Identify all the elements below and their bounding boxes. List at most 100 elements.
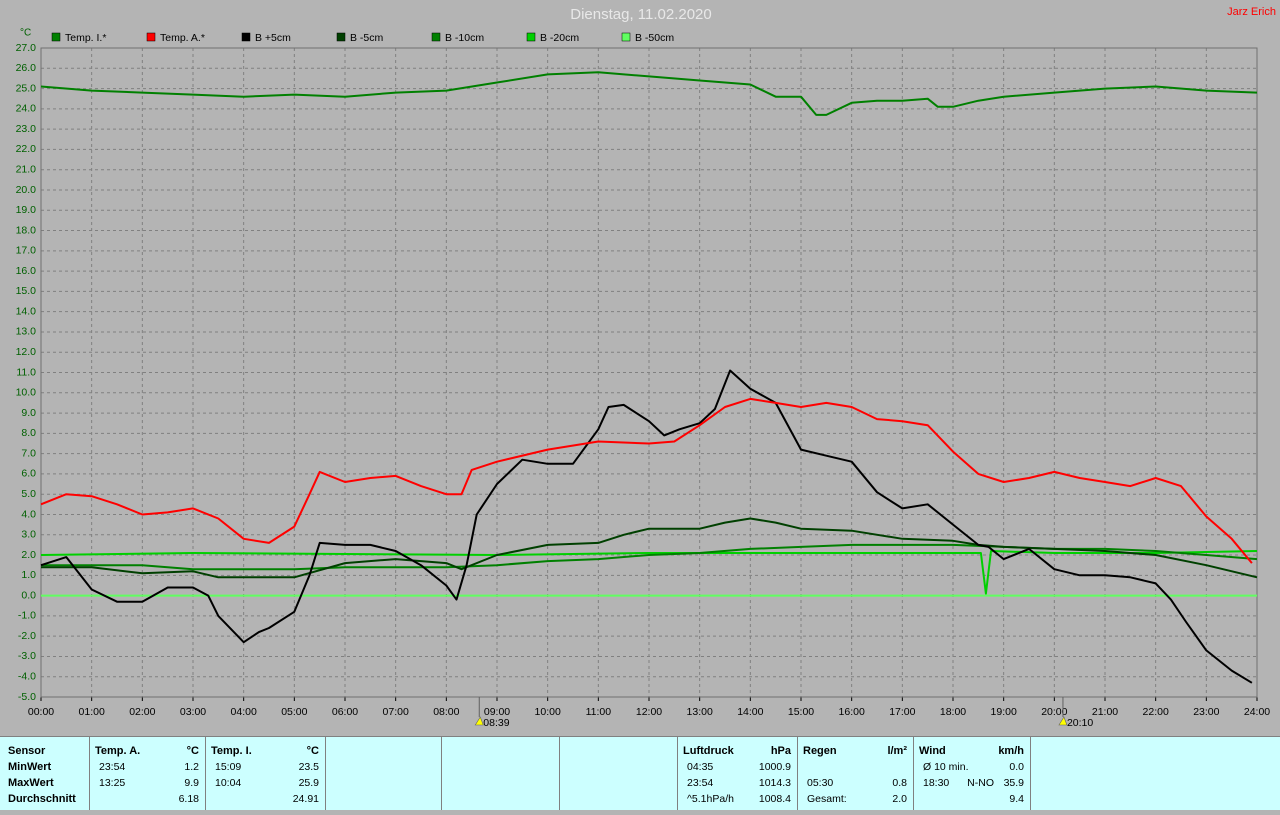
column-header: Regen xyxy=(803,745,837,757)
x-tick-label: 01:00 xyxy=(79,706,105,718)
column-header: Temp. I. xyxy=(211,745,252,757)
sunset-label: 20:10 xyxy=(1067,717,1093,729)
legend-swatch xyxy=(51,32,61,42)
y-tick-label: 22.0 xyxy=(16,143,37,155)
column-unit: °C xyxy=(187,745,199,757)
y-tick-label: 23.0 xyxy=(16,123,37,135)
y-tick-label: 14.0 xyxy=(16,305,37,317)
y-tick-label: 11.0 xyxy=(16,366,36,378)
x-tick-label: 12:00 xyxy=(636,706,662,718)
y-tick-label: 13.0 xyxy=(16,326,37,338)
y-tick-label: 4.0 xyxy=(21,508,36,520)
table-cell: 0.8 xyxy=(892,777,907,789)
table-cell: 05:30 xyxy=(807,777,833,789)
sunrise-icon xyxy=(474,716,484,726)
table-cell: 1014.3 xyxy=(759,777,791,789)
y-tick-label: 8.0 xyxy=(21,427,36,439)
y-tick-label: 19.0 xyxy=(16,204,37,216)
column-header: Temp. A. xyxy=(95,745,140,757)
stats-background xyxy=(0,737,1280,810)
x-tick-label: 08:00 xyxy=(433,706,459,718)
y-tick-label: 27.0 xyxy=(16,42,37,54)
table-cell: 04:35 xyxy=(687,761,713,773)
x-tick-label: 03:00 xyxy=(180,706,206,718)
series-line xyxy=(40,71,1258,116)
x-tick-label: 21:00 xyxy=(1092,706,1118,718)
y-tick-label: 21.0 xyxy=(16,163,37,175)
table-cell: Gesamt: xyxy=(807,793,847,805)
x-tick-label: 07:00 xyxy=(383,706,409,718)
x-tick-label: 15:00 xyxy=(788,706,814,718)
x-tick-label: 11:00 xyxy=(586,706,612,718)
x-tick-label: 17:00 xyxy=(889,706,915,718)
column-header: Wind xyxy=(919,745,946,757)
legend-swatch xyxy=(526,32,536,42)
x-tick-label: 20:00 xyxy=(1041,706,1067,718)
legend-label: Temp. I.* xyxy=(65,32,106,44)
y-tick-label: -3.0 xyxy=(18,650,36,662)
legend-swatch xyxy=(431,32,441,42)
table-cell: 18:30 xyxy=(923,777,949,789)
table-cell: 9.9 xyxy=(184,777,199,789)
y-tick-label: 16.0 xyxy=(16,265,37,277)
series-line xyxy=(40,397,1253,564)
table-cell: 1008.4 xyxy=(759,793,791,805)
x-tick-label: 19:00 xyxy=(991,706,1017,718)
series-line xyxy=(40,550,1258,595)
x-tick-label: 16:00 xyxy=(839,706,865,718)
y-tick-label: 2.0 xyxy=(21,549,36,561)
y-tick-label: 15.0 xyxy=(16,285,37,297)
column-unit: °C xyxy=(307,745,319,757)
table-cell: 0.0 xyxy=(1009,761,1024,773)
row-label: MaxWert xyxy=(8,777,54,789)
x-tick-label: 10:00 xyxy=(535,706,561,718)
table-cell: 24.91 xyxy=(293,793,319,805)
table-cell: 35.9 xyxy=(1004,777,1025,789)
column-header: Luftdruck xyxy=(683,745,735,757)
x-tick-label: 00:00 xyxy=(28,706,54,718)
y-tick-label: 9.0 xyxy=(21,407,36,419)
chart-title: Dienstag, 11.02.2020 xyxy=(570,6,712,23)
x-tick-label: 23:00 xyxy=(1193,706,1219,718)
legend-swatch xyxy=(336,32,346,42)
plot-frame xyxy=(40,47,1258,698)
y-tick-label: 0.0 xyxy=(21,589,36,601)
column-unit: l/m² xyxy=(887,745,907,757)
y-tick-label: -4.0 xyxy=(18,671,36,683)
y-tick-label: -1.0 xyxy=(18,610,36,622)
table-cell: 2.0 xyxy=(892,793,907,805)
y-tick-label: 17.0 xyxy=(16,245,37,257)
sunrise-label: 08:39 xyxy=(483,717,509,729)
legend-label: B -10cm xyxy=(445,32,484,44)
table-cell: ^5.1hPa/h xyxy=(687,793,734,805)
legend-swatch xyxy=(241,32,251,42)
y-tick-label: 26.0 xyxy=(16,62,37,74)
table-cell: 1000.9 xyxy=(759,761,791,773)
legend-label: B -5cm xyxy=(350,32,384,44)
y-tick-label: 24.0 xyxy=(16,103,37,115)
row-label: MinWert xyxy=(8,761,52,773)
y-tick-label: 1.0 xyxy=(21,569,36,581)
x-tick-label: 18:00 xyxy=(940,706,966,718)
y-tick-label: -2.0 xyxy=(18,630,36,642)
table-cell: 13:25 xyxy=(99,777,125,789)
sunset-icon xyxy=(1058,716,1068,726)
y-tick-label: -5.0 xyxy=(18,691,36,703)
x-tick-label: 14:00 xyxy=(737,706,763,718)
legend-label: Temp. A.* xyxy=(160,32,205,44)
legend-swatch xyxy=(146,32,156,42)
row-label: Sensor xyxy=(8,745,46,757)
series-line xyxy=(40,369,1253,684)
table-cell: 25.9 xyxy=(299,777,320,789)
series-line xyxy=(41,517,1258,579)
x-tick-label: 06:00 xyxy=(332,706,358,718)
y-tick-label: 10.0 xyxy=(16,387,37,399)
table-cell: 23.5 xyxy=(299,761,320,773)
table-cell: 6.18 xyxy=(179,793,200,805)
table-cell: Ø 10 min. xyxy=(923,761,969,773)
x-tick-label: 09:00 xyxy=(484,706,510,718)
author: Jarz Erich xyxy=(1227,6,1276,18)
chart-background xyxy=(0,0,1280,736)
